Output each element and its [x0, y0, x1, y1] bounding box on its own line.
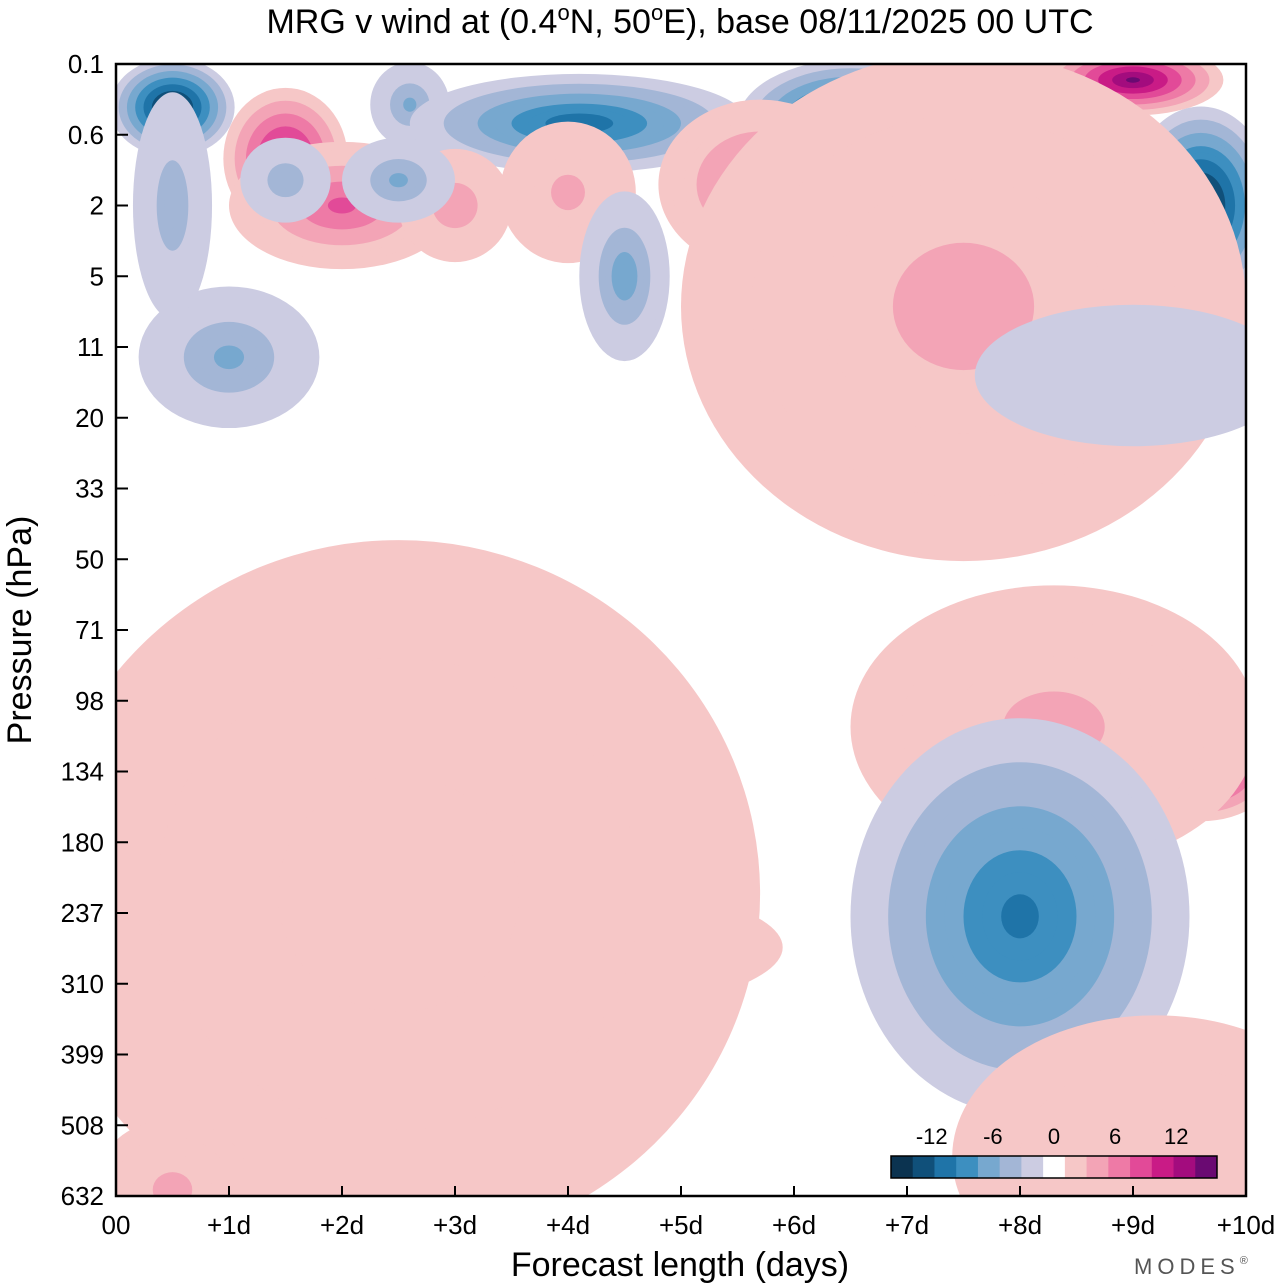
x-tick-label: +9d — [1111, 1210, 1155, 1240]
x-axis-title: Forecast length (days) — [511, 1246, 849, 1284]
y-tick-label: 237 — [61, 898, 104, 928]
x-tick-label: +2d — [320, 1210, 364, 1240]
y-tick-label: 5 — [90, 261, 104, 291]
colorbar-swatch — [912, 1156, 935, 1178]
contour-band — [276, 171, 295, 189]
contour-band — [1080, 351, 1186, 400]
colorbar-swatch — [1086, 1156, 1109, 1178]
contour-band — [551, 174, 585, 211]
x-tick-label: +8d — [998, 1210, 1042, 1240]
x-tick-label: +4d — [546, 1210, 590, 1240]
y-tick-label: 134 — [61, 757, 104, 787]
y-tick-label: 98 — [75, 686, 104, 716]
contour-band — [443, 194, 467, 217]
contour-band — [164, 182, 181, 229]
colorbar-swatch — [1064, 1156, 1088, 1178]
colorbar-swatch — [1108, 1156, 1131, 1178]
y-axis-title: Pressure (hPa) — [1, 516, 39, 745]
y-tick-label: 71 — [75, 615, 104, 645]
contour-band — [277, 775, 520, 1012]
y-tick-label: 11 — [77, 332, 104, 362]
colorbar-swatch — [1021, 1156, 1044, 1178]
contour-band — [213, 345, 245, 370]
colorbar-swatch — [891, 1156, 914, 1178]
colorbar-swatch — [1173, 1156, 1196, 1178]
colorbar-tick-label: -6 — [983, 1124, 1003, 1149]
x-axis: 00 +1d +2d +3d +4d +5d +6d +7d +8d +9d +10d — [102, 1186, 1276, 1240]
x-tick-label: 00 — [102, 1210, 131, 1240]
y-axis: 0.1 0.6 2 5 11 20 33 50 71 98 134 180 237 310 399 508 63… — [61, 49, 128, 1211]
chart-title: MRG v wind at (0.4oN, 50oE), base 08/11/… — [266, 0, 1093, 41]
y-tick-label: 33 — [75, 474, 104, 504]
y-tick-label: 2 — [90, 191, 104, 221]
y-tick-label: 0.6 — [68, 120, 104, 150]
y-tick-label: 508 — [61, 1110, 104, 1140]
y-tick-label: 50 — [75, 544, 104, 574]
contour-band — [1126, 77, 1140, 83]
contour-band — [1001, 894, 1039, 939]
colorbar-swatch — [977, 1156, 1001, 1178]
contour-field — [116, 64, 1246, 1196]
modes-logo: MODES® — [1134, 1254, 1248, 1279]
colorbar: -12 -6 0 6 12 — [890, 1124, 1218, 1179]
colorbar-swatch — [956, 1156, 979, 1178]
colorbar-swatch — [1151, 1156, 1175, 1178]
y-tick-label: 310 — [61, 969, 104, 999]
contour-band — [618, 264, 631, 289]
colorbar-frame — [890, 1155, 1218, 1179]
colorbar-tick-label: 6 — [1109, 1124, 1121, 1149]
contour-band — [389, 173, 408, 188]
colorbar-tick-label: 12 — [1164, 1124, 1188, 1149]
x-tick-label: +3d — [433, 1210, 477, 1240]
colorbar-swatch — [1043, 1156, 1066, 1178]
y-tick-label: 399 — [61, 1040, 104, 1070]
x-tick-label: +6d — [772, 1210, 816, 1240]
colorbar-swatch — [999, 1156, 1022, 1178]
colorbar-swatch — [934, 1156, 957, 1178]
x-tick-label: +7d — [885, 1210, 929, 1240]
x-tick-label: +10d — [1217, 1210, 1276, 1240]
colorbar-swatch — [1195, 1156, 1218, 1178]
contour-band — [327, 197, 357, 214]
y-tick-label: 180 — [61, 827, 104, 857]
colorbar-swatch — [1130, 1156, 1153, 1178]
y-tick-label: 0.1 — [68, 49, 104, 79]
colorbar-tick-label: -12 — [916, 1124, 948, 1149]
colorbar-tick-label: 0 — [1048, 1124, 1060, 1149]
contour-band — [403, 97, 417, 112]
y-tick-label: 632 — [61, 1181, 104, 1211]
x-tick-label: +5d — [659, 1210, 703, 1240]
contour-band — [152, 1172, 193, 1196]
y-tick-label: 20 — [75, 403, 104, 433]
x-tick-label: +1d — [207, 1210, 251, 1240]
